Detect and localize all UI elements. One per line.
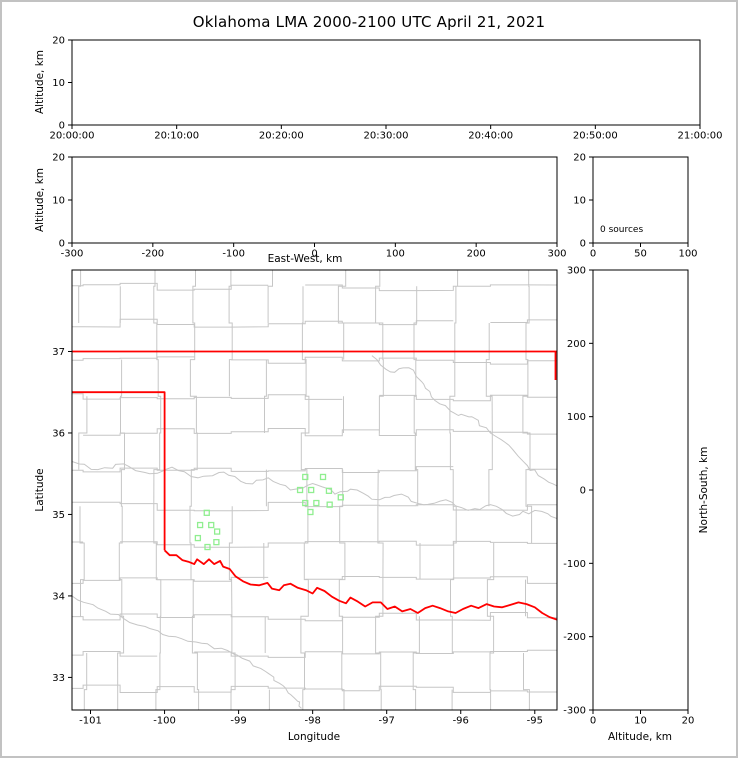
tick-label: 200 (567, 339, 586, 350)
tick-label: -98 (304, 716, 320, 727)
ew-height-ylabel: Altitude, km (34, 167, 46, 233)
lma-station-marker (203, 509, 210, 516)
lma-station-marker (319, 473, 327, 481)
tick-label: 37 (52, 347, 65, 358)
tick-label: -96 (453, 716, 469, 727)
lma-station-marker (313, 499, 320, 507)
tick-label: 20:30:00 (364, 131, 409, 142)
state-boundary (72, 391, 166, 551)
tick-label: -200 (141, 249, 164, 260)
lma-station-marker (194, 534, 202, 542)
tick-label: 100 (567, 412, 586, 423)
tick-label: 0 (580, 486, 586, 497)
tick-label: 33 (52, 673, 65, 684)
ns-height-ylabel: North-South, km (698, 446, 710, 534)
tick-label: 0 (590, 249, 596, 260)
time-panel-frame (71, 39, 701, 126)
ns-panel-frame (592, 269, 689, 711)
river-line (72, 595, 302, 709)
tick-label: -95 (527, 716, 543, 727)
tick-label: 20:50:00 (573, 131, 618, 142)
tick-label: 0 (59, 121, 65, 132)
tick-label: 0 (580, 239, 586, 250)
map-layer (72, 270, 557, 710)
tick-label: -99 (230, 716, 246, 727)
lma-station-marker (196, 521, 204, 529)
source-count-annotation: 0 sources (600, 225, 644, 235)
tick-label: 100 (386, 249, 405, 260)
lma-station-marker (213, 538, 220, 546)
tick-label: 0 (59, 239, 65, 250)
tick-label: 10 (573, 196, 586, 207)
tick-label: 36 (52, 428, 65, 439)
tick-label: 21:00:00 (678, 131, 723, 142)
tick-label: -100 (222, 249, 245, 260)
tick-label: 0 (590, 716, 596, 727)
lma-station-marker (325, 487, 333, 494)
ns-height-xlabel: Altitude, km (607, 731, 673, 743)
tick-label: 50 (634, 249, 647, 260)
map-ylabel: Latitude (34, 468, 46, 512)
county-boundaries (72, 270, 557, 710)
tick-label: -300 (61, 249, 84, 260)
figure-title: Oklahoma LMA 2000-2100 UTC April 21, 202… (192, 13, 546, 31)
tick-label: 300 (547, 249, 566, 260)
lma-station-marker (326, 501, 333, 508)
tick-label: 20:20:00 (259, 131, 304, 142)
lma-station-marker (213, 528, 221, 535)
tick-label: 20:40:00 (468, 131, 513, 142)
tick-label: -300 (563, 706, 586, 717)
tick-label: 20 (573, 153, 586, 164)
river-line (371, 355, 557, 487)
tick-label: 10 (634, 716, 647, 727)
lma-station-marker (302, 499, 309, 507)
lma-station-marker (204, 543, 211, 551)
map-xlabel: Longitude (287, 731, 341, 743)
tick-label: 100 (678, 249, 697, 260)
tick-label: 200 (467, 249, 486, 260)
lma-station-marker (302, 473, 309, 481)
ew-panel-frame (71, 156, 558, 244)
tick-label: 0 (311, 249, 317, 260)
tick-label: 20 (682, 716, 695, 727)
tick-label: 20:10:00 (154, 131, 199, 142)
lma-station-marker (307, 508, 314, 516)
tick-label: 20 (52, 153, 65, 164)
lma-station-marker (308, 486, 315, 494)
lma-station-marker (296, 486, 304, 494)
tick-label: -101 (79, 716, 102, 727)
time-height-ylabel: Altitude, km (34, 49, 46, 115)
state-boundary (163, 549, 557, 621)
tick-label: -97 (379, 716, 395, 727)
tick-label: -200 (563, 632, 586, 643)
river-line (72, 461, 557, 519)
tick-label: 10 (52, 78, 65, 89)
tick-label: -100 (153, 716, 176, 727)
tick-label: 34 (52, 591, 65, 602)
tick-label: 10 (52, 196, 65, 207)
ew-height-xlabel: East-West, km (267, 253, 343, 265)
tick-label: 35 (52, 510, 65, 521)
lma-station-marker (337, 494, 344, 501)
tick-label: 20:00:00 (50, 131, 95, 142)
map-panel-frame (71, 269, 558, 711)
tick-label: 300 (567, 266, 586, 277)
tick-label: -100 (563, 559, 586, 570)
lma-station-marker (208, 521, 215, 529)
tick-label: 20 (52, 36, 65, 47)
